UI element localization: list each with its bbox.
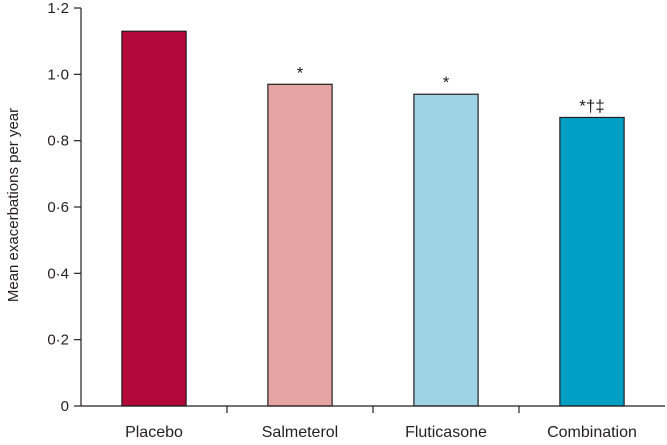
bar-annotation: * <box>297 63 304 82</box>
y-tick-label: 0·2 <box>47 332 69 349</box>
y-tick-label: 0·6 <box>47 199 69 216</box>
y-tick-label: 0·8 <box>47 133 69 150</box>
bar-annotation: * <box>443 73 450 92</box>
bar-annotation: *†‡ <box>579 96 605 115</box>
category-label-fluticasone: Fluticasone <box>405 424 487 441</box>
bar-annotations: * * *†‡ <box>297 63 605 115</box>
bars <box>121 30 625 407</box>
bar-salmeterol <box>267 83 333 407</box>
bar-placebo <box>121 30 187 407</box>
category-label-combination: Combination <box>547 424 637 441</box>
y-axis-ticks: 0 0·2 0·4 0·6 0·8 1·0 1·2 <box>47 0 81 415</box>
category-label-placebo: Placebo <box>125 424 183 441</box>
y-tick-label: 0 <box>61 398 69 415</box>
y-tick-label: 1·0 <box>47 66 69 83</box>
x-axis-ticks <box>226 406 520 413</box>
y-tick-label: 0·4 <box>47 265 69 282</box>
category-label-salmeterol: Salmeterol <box>262 424 338 441</box>
category-labels: Placebo Salmeterol Fluticasone Combination <box>125 424 637 441</box>
bar-combination <box>559 116 625 407</box>
y-tick-label: 1·2 <box>47 0 69 17</box>
bar-fluticasone <box>413 93 479 407</box>
y-axis-label: Mean exacerbations per year <box>5 108 22 302</box>
